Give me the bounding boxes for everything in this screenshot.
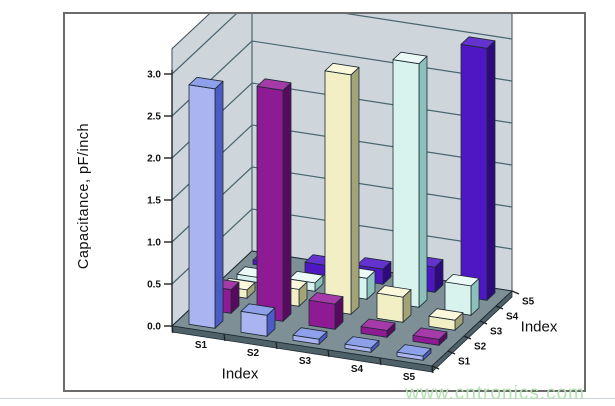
value-tick-label-1.5: 1.5	[147, 196, 161, 207]
x-cat-label-S2: S2	[247, 348, 260, 359]
value-tick-label-2.5: 2.5	[147, 112, 161, 123]
value-tick-label-0.5: 0.5	[147, 280, 161, 291]
bar-top-face	[428, 308, 464, 321]
bar-top-face	[308, 292, 344, 305]
x-axis: S1 S2 S3 S4 S5	[171, 325, 434, 383]
value-tick-label-2.0: 2.0	[147, 154, 161, 165]
depth-cat-label-S5: S5	[522, 297, 535, 308]
depth-cat-label-S4: S4	[506, 312, 519, 323]
x-cat-label-S5: S5	[403, 372, 416, 383]
value-tick-label-1.0: 1.0	[147, 238, 161, 249]
x-tick	[223, 333, 226, 342]
bar-S2-S2	[256, 78, 292, 322]
bar-top-face	[460, 36, 496, 49]
depth-axis-title: Index	[520, 318, 558, 336]
bar-top-face	[356, 257, 392, 270]
depth-tick	[431, 365, 440, 370]
x-tick	[171, 325, 174, 334]
depth-tick	[495, 305, 504, 310]
x-tick	[327, 349, 330, 358]
depth-cat-label-S1: S1	[458, 357, 471, 368]
bar-S2-S4	[360, 318, 396, 338]
bar-top-face	[412, 327, 448, 340]
value-axis: 0.0 0.5 1.0 1.5 2.0 2.5 3.0	[147, 70, 173, 333]
bar-front-face	[188, 84, 216, 329]
depth-tick	[479, 320, 488, 325]
value-tick-label-3.0: 3.0	[147, 70, 161, 81]
bar-S2-S3	[308, 292, 344, 330]
bar-top-face	[188, 76, 224, 90]
bar-S5-S5	[460, 36, 496, 301]
bar-S3-S3	[324, 62, 360, 315]
depth-tick	[447, 350, 456, 355]
bar-S4-S5	[444, 273, 480, 316]
bar-S1-S4	[344, 336, 380, 353]
bar-S3-S4	[376, 285, 412, 323]
bar-side-face	[350, 66, 360, 315]
value-axis-title: Capacitance, pF/inch	[76, 122, 92, 270]
bar-side-face	[282, 82, 292, 322]
gridline	[171, 14, 513, 75]
bar-S1-S5	[396, 344, 432, 361]
bar-front-face	[256, 85, 284, 322]
bar-top-face	[292, 327, 328, 340]
bar-front-face	[308, 299, 336, 330]
depth-tick	[463, 335, 472, 340]
bar-S3-S5	[428, 308, 464, 331]
bar-top-face	[256, 78, 292, 91]
image-edge-line	[0, 398, 615, 399]
bar-S2-S5	[412, 327, 448, 346]
bar-front-face	[324, 70, 352, 315]
bar-top-face	[344, 336, 380, 349]
x-cat-label-S4: S4	[351, 364, 364, 375]
bar-side-face	[214, 80, 224, 329]
bar-S1-S1	[188, 76, 224, 329]
x-axis-title: Index	[221, 365, 259, 383]
bar-top-face	[444, 273, 480, 287]
x-tick	[275, 341, 278, 350]
bar-top-face	[376, 285, 412, 298]
bar-top-face	[392, 51, 428, 65]
x-cat-label-S3: S3	[299, 356, 312, 367]
x-cat-label-S1: S1	[195, 340, 208, 351]
bar-top-face	[324, 62, 360, 76]
bar-top-face	[396, 344, 432, 357]
depth-cat-label-S2: S2	[474, 342, 487, 353]
depth-tick	[511, 290, 520, 295]
bar-side-face	[418, 55, 428, 308]
x-tick	[379, 357, 382, 366]
bar-top-face	[360, 318, 396, 331]
bars	[188, 36, 496, 361]
bar-side-face	[486, 40, 496, 301]
bar-S1-S3	[292, 327, 328, 345]
plot-area: 0.00.51.01.52.02.53.0S1S2S3S4S5S1S2S3S4S…	[147, 14, 535, 383]
bar-front-face	[460, 43, 488, 301]
bar-S1-S2	[240, 303, 276, 337]
depth-cat-label-S3: S3	[490, 327, 503, 338]
bar-top-face	[240, 303, 276, 316]
bar-front-face	[392, 59, 420, 308]
bar-front-face	[376, 292, 404, 323]
bar-S4-S4	[392, 51, 428, 308]
watermark: www.cntronics.com	[405, 383, 585, 404]
x-tick	[431, 365, 434, 374]
value-tick-label-0.0: 0.0	[147, 322, 161, 333]
